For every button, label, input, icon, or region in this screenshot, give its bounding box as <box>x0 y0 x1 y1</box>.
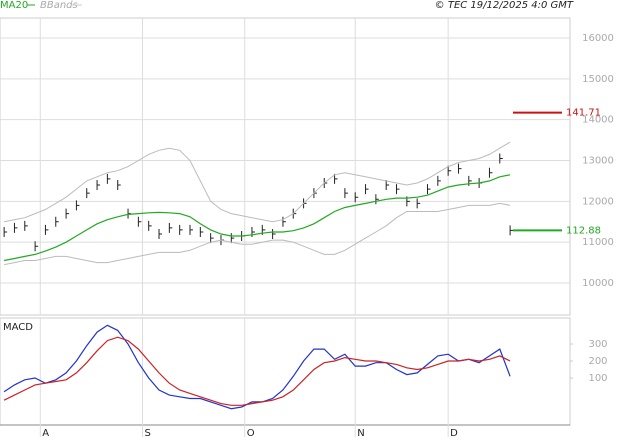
y-tick-label: 10000 <box>582 278 614 289</box>
price-bar <box>509 225 514 236</box>
price-bar <box>210 233 214 244</box>
macd-line <box>3 324 511 410</box>
price-bar <box>199 226 204 237</box>
legend-label: BBands <box>40 0 78 11</box>
price-bar <box>24 220 28 231</box>
price-bar <box>375 194 379 205</box>
y-tick-label: 100 <box>588 373 607 384</box>
level-label: 141.71 <box>566 108 601 119</box>
x-tick-label: N <box>357 428 364 439</box>
price-bar <box>230 233 235 244</box>
y-tick-label: 16000 <box>582 33 614 44</box>
y-tick-label: 15000 <box>582 74 614 85</box>
ma-line <box>3 174 511 262</box>
price-bar <box>189 224 193 235</box>
x-tick-label: D <box>450 428 458 439</box>
price-bar <box>96 179 101 190</box>
y-tick-label: 200 <box>588 356 607 367</box>
price-bar <box>272 228 276 239</box>
macd-panel <box>0 317 571 426</box>
x-tick-label: S <box>145 428 151 439</box>
y-tick-label: 12000 <box>582 196 614 207</box>
price-bar <box>365 184 369 195</box>
level-label: 112.88 <box>566 225 601 236</box>
price-bar <box>457 163 462 174</box>
price-bar <box>148 220 152 231</box>
price-bar <box>385 179 390 190</box>
y-tick-label: 14000 <box>582 115 614 126</box>
price-bar <box>44 224 49 235</box>
price-bar <box>168 222 173 233</box>
price-bar <box>34 241 39 252</box>
price-bar <box>55 216 59 227</box>
price-bar <box>354 192 359 203</box>
price-bar <box>179 224 183 235</box>
price-bar <box>127 208 132 219</box>
price-bar <box>499 153 503 164</box>
price-bar <box>106 173 111 184</box>
y-tick-label: 13000 <box>582 155 614 166</box>
price-bar <box>282 216 286 227</box>
price-bar <box>416 198 421 209</box>
x-tick-label: O <box>247 428 255 439</box>
price-bar <box>334 173 338 184</box>
price-bar <box>158 228 163 239</box>
price-bar <box>75 200 80 211</box>
price-bar <box>137 216 142 227</box>
macd-line <box>3 336 511 406</box>
price-bar <box>447 165 452 176</box>
price-bar <box>437 175 441 186</box>
price-bar <box>3 226 8 237</box>
price-bar <box>86 188 90 199</box>
panel-title: MACD <box>3 322 33 333</box>
price-bar <box>396 184 400 195</box>
y-tick-label: 300 <box>588 339 607 350</box>
price-bar <box>65 208 70 219</box>
upper-band <box>4 141 511 223</box>
y-tick-label: 11000 <box>582 237 614 248</box>
price-bar <box>117 179 121 190</box>
copyright: © TEC 19/12/2025 4:0 GMT <box>435 0 574 11</box>
price-bar <box>13 222 18 233</box>
price-bar <box>427 184 431 195</box>
x-tick-label: A <box>42 428 49 439</box>
price-bar <box>488 167 493 178</box>
price-panel <box>0 17 571 316</box>
lower-band <box>4 202 511 266</box>
price-bar <box>344 188 348 199</box>
legend-label: MA20 <box>0 0 28 11</box>
